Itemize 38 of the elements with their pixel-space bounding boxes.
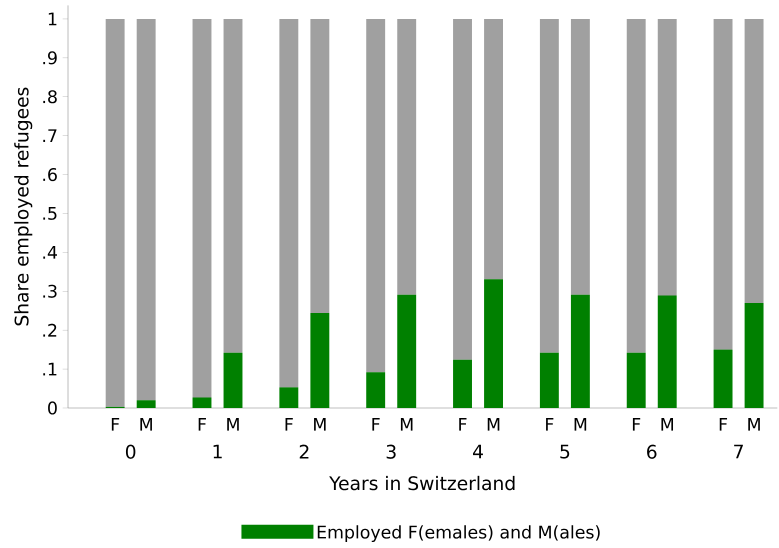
text: 0 — [126, 444, 136, 459]
y-tick-label: .2 — [43, 324, 56, 337]
x-axis-title: Years in Switzerland — [329, 476, 514, 490]
y-tick-label: .1 — [43, 362, 56, 376]
x-tick-label: F — [198, 418, 206, 431]
x-tick-label: F — [372, 418, 380, 431]
y-tick-label: .9 — [43, 51, 57, 64]
text: 4 — [473, 444, 483, 458]
x-tick-label: M — [574, 418, 586, 431]
y-tick-label: .5 — [43, 207, 56, 220]
y-axis-title: Share employed refugees — [14, 88, 32, 326]
x-tick-label: M — [661, 418, 674, 431]
x-tick-label: F — [720, 418, 728, 431]
y-tick-label: .3 — [43, 284, 57, 298]
y-tick-label: 0 — [48, 401, 57, 415]
text: 5 — [560, 444, 570, 459]
x-tick-label: M — [227, 418, 239, 431]
x-tick-label: F — [286, 418, 293, 431]
x-tick-label: F — [459, 418, 467, 431]
text: 6 — [647, 444, 656, 459]
x-tick-label: F — [546, 418, 554, 431]
y-tick-label: .4 — [43, 246, 57, 259]
legend-label: Employed F(emales) and M(ales) — [318, 525, 600, 542]
text: 2 — [300, 444, 308, 459]
x-tick-label: M — [488, 418, 500, 431]
y-tick-label: .7 — [43, 129, 56, 142]
text: 1 — [214, 444, 222, 458]
text: 3 — [386, 444, 396, 459]
x-tick-label: M — [314, 418, 326, 431]
x-tick-label: M — [748, 418, 760, 431]
x-tick-label: F — [112, 418, 120, 431]
y-tick-label: .6 — [43, 168, 57, 182]
y-tick-label: .8 — [43, 90, 57, 104]
y-tick-label: 1 — [48, 12, 56, 26]
x-tick-label: F — [632, 418, 640, 431]
x-tick-label: M — [400, 418, 412, 431]
x-tick-label: M — [140, 418, 152, 431]
text: 7 — [734, 444, 743, 458]
